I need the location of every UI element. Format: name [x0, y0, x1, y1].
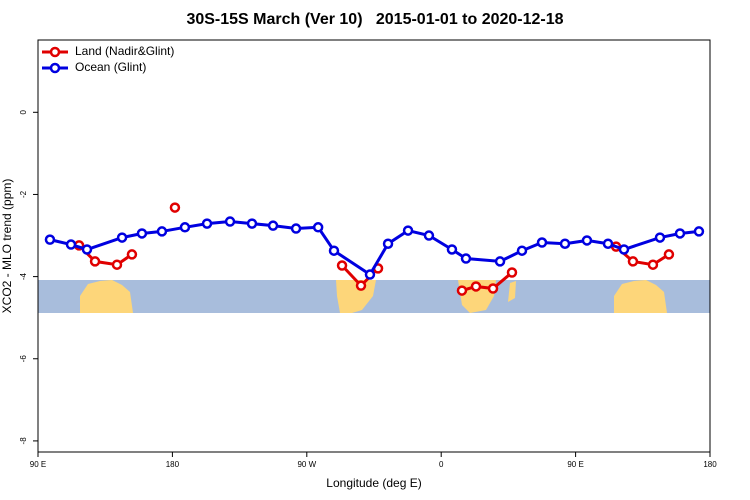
point [364, 269, 376, 280]
point [446, 244, 458, 255]
x-tick-label: 90 E [30, 460, 46, 469]
point [156, 226, 168, 237]
australia [80, 280, 133, 313]
y-tick-label: 0 [19, 110, 28, 115]
y-tick-label: -4 [19, 273, 28, 281]
point [654, 232, 666, 243]
map-band [38, 280, 710, 313]
point [494, 256, 506, 267]
point [44, 234, 56, 245]
point [126, 249, 138, 260]
point [290, 223, 302, 234]
point [116, 232, 128, 243]
point [663, 249, 675, 260]
point [382, 238, 394, 249]
point [65, 239, 77, 250]
x-axis-label: Longitude (deg E) [326, 476, 421, 490]
point [402, 225, 414, 236]
y-tick-label: -6 [19, 355, 28, 363]
series-line [49, 220, 700, 277]
point [355, 280, 367, 291]
point [81, 244, 93, 255]
point [627, 256, 639, 267]
x-tick-label: 180 [166, 460, 180, 469]
legend-label: Land (Nadir&Glint) [75, 44, 174, 58]
point [470, 281, 482, 292]
south-america [336, 280, 376, 313]
point [179, 222, 191, 233]
legend-marker [49, 46, 61, 58]
point [674, 228, 686, 239]
plot-frame [37, 39, 711, 453]
point [559, 238, 571, 249]
legend-marker [49, 62, 61, 74]
point [602, 238, 614, 249]
point [111, 259, 123, 270]
point [516, 245, 528, 256]
point [618, 244, 630, 255]
legend-label: Ocean (Glint) [75, 60, 146, 74]
point [312, 222, 324, 233]
point [423, 230, 435, 241]
point [328, 245, 340, 256]
point [224, 216, 236, 227]
point [201, 218, 213, 229]
y-axis-label: XCO2 - MLO trend (ppm) [0, 179, 14, 314]
point [246, 218, 258, 229]
x-tick-label: 0 [439, 460, 444, 469]
point [460, 253, 472, 264]
point [647, 259, 659, 270]
madagascar [508, 281, 516, 302]
point [693, 226, 705, 237]
point [89, 256, 101, 267]
x-tick-label: 90 E [567, 460, 583, 469]
point [456, 285, 468, 296]
x-tick-label: 90 W [297, 460, 316, 469]
point [267, 220, 279, 231]
chart-title: 30S-15S March (Ver 10) 2015-01-01 to 202… [186, 11, 563, 28]
point [336, 260, 348, 271]
australia [614, 280, 667, 313]
y-tick-label: -2 [19, 190, 28, 198]
point [487, 283, 499, 294]
x-tick-label: 180 [703, 460, 717, 469]
point [136, 228, 148, 239]
point [506, 267, 518, 278]
point [169, 202, 181, 213]
point [536, 237, 548, 248]
y-tick-label: -8 [19, 437, 28, 445]
point [581, 235, 593, 246]
